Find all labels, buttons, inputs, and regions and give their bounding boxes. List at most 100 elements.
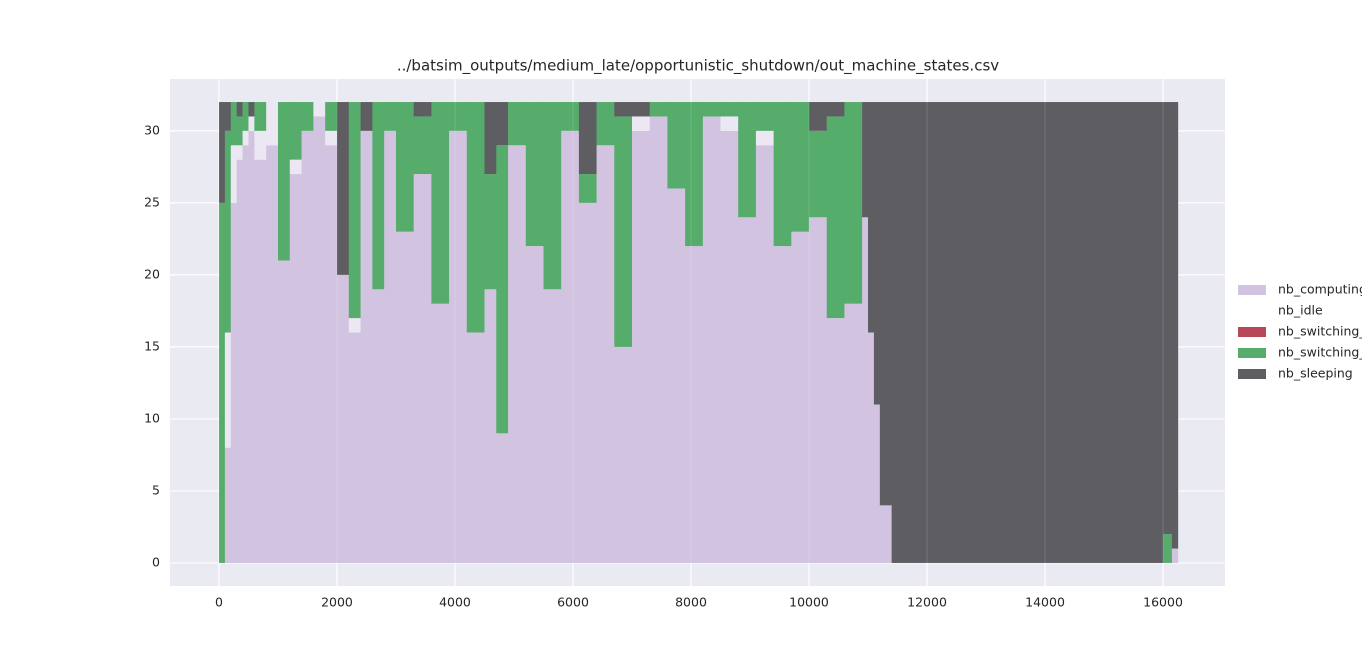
- area-step: [1171, 102, 1179, 549]
- area-step: [254, 102, 267, 131]
- area-step: [236, 102, 243, 117]
- area-step: [826, 102, 845, 117]
- x-tick-label: 14000: [1025, 595, 1065, 610]
- area-step: [596, 145, 615, 563]
- area-step: [224, 447, 232, 563]
- area-step: [313, 102, 326, 117]
- area-step: [336, 102, 350, 275]
- area-step: [496, 433, 509, 563]
- x-tick-label: 4000: [439, 595, 471, 610]
- area-step: [702, 102, 721, 117]
- legend-swatch: [1238, 285, 1266, 295]
- area-step: [614, 116, 633, 347]
- y-tick-label: 0: [152, 554, 160, 569]
- area-step: [413, 102, 432, 117]
- area-step: [236, 145, 243, 160]
- area-step: [685, 102, 704, 247]
- area-step: [301, 130, 314, 563]
- x-tick-label: 2000: [321, 595, 353, 610]
- area-step: [236, 116, 243, 146]
- area-step: [277, 102, 291, 261]
- area-step: [578, 202, 597, 563]
- area-step: [873, 102, 881, 405]
- area-step: [384, 130, 397, 563]
- legend-swatch: [1238, 306, 1266, 316]
- area-step: [449, 130, 468, 563]
- area-step: [313, 116, 326, 563]
- area-step: [791, 102, 810, 232]
- legend-label: nb_idle: [1278, 303, 1323, 318]
- area-step: [384, 102, 397, 131]
- area-step: [242, 130, 249, 146]
- area-step: [289, 159, 302, 175]
- area-step: [868, 102, 875, 333]
- area-step: [614, 346, 633, 563]
- area-step: [224, 130, 232, 333]
- area-step: [773, 102, 792, 247]
- legend-label: nb_sleeping: [1278, 366, 1353, 381]
- area-step: [325, 145, 338, 563]
- area-step: [868, 332, 875, 563]
- area-step: [484, 102, 497, 175]
- legend-label: nb_switching_: [1278, 345, 1362, 360]
- area-step: [431, 102, 450, 304]
- area-step: [266, 102, 279, 146]
- area-step: [879, 102, 892, 506]
- area-step: [325, 130, 338, 146]
- area-step: [791, 231, 810, 563]
- area-step: [862, 217, 869, 563]
- area-step: [720, 116, 739, 131]
- area-step: [218, 102, 226, 203]
- y-tick-label: 25: [144, 194, 160, 209]
- area-step: [844, 303, 863, 563]
- x-tick-label: 8000: [675, 595, 707, 610]
- area-step: [395, 231, 414, 563]
- area-step: [413, 174, 432, 563]
- area-step: [543, 102, 562, 290]
- area-step: [360, 130, 373, 563]
- area-step: [773, 246, 792, 563]
- area-step: [702, 116, 721, 563]
- area-step: [449, 102, 468, 131]
- area-step: [496, 145, 509, 434]
- area-step: [372, 289, 385, 563]
- area-step: [431, 303, 450, 563]
- legend-swatch: [1238, 348, 1266, 358]
- area-step: [685, 246, 704, 563]
- area-step: [1163, 102, 1173, 535]
- area-step: [289, 174, 302, 563]
- area-step: [632, 116, 651, 131]
- area-step: [667, 102, 686, 189]
- area-step: [826, 116, 845, 319]
- y-tick-label: 5: [152, 482, 160, 497]
- area-step: [348, 332, 361, 563]
- area-step: [755, 145, 774, 563]
- x-tick-label: 10000: [789, 595, 829, 610]
- area-step: [525, 102, 544, 247]
- area-step: [230, 202, 237, 563]
- area-step: [372, 102, 385, 290]
- area-step: [1171, 548, 1179, 563]
- area-step: [596, 102, 615, 146]
- area-step: [336, 274, 350, 563]
- area-step: [809, 102, 828, 131]
- area-step: [236, 159, 243, 563]
- area-step: [755, 102, 774, 131]
- area-step: [230, 102, 237, 146]
- area-step: [862, 102, 869, 218]
- y-tick-label: 30: [144, 122, 160, 137]
- area-step: [649, 116, 668, 563]
- area-step: [508, 145, 527, 563]
- area-step: [218, 202, 226, 563]
- legend-swatch: [1238, 327, 1266, 337]
- area-step: [561, 130, 580, 563]
- area-step: [632, 102, 651, 117]
- area-step: [578, 102, 597, 175]
- area-step: [543, 289, 562, 563]
- area-step: [667, 188, 686, 563]
- area-step: [301, 102, 314, 131]
- area-step: [525, 246, 544, 563]
- area-step: [496, 102, 509, 146]
- area-step: [266, 145, 279, 563]
- area-step: [809, 217, 828, 563]
